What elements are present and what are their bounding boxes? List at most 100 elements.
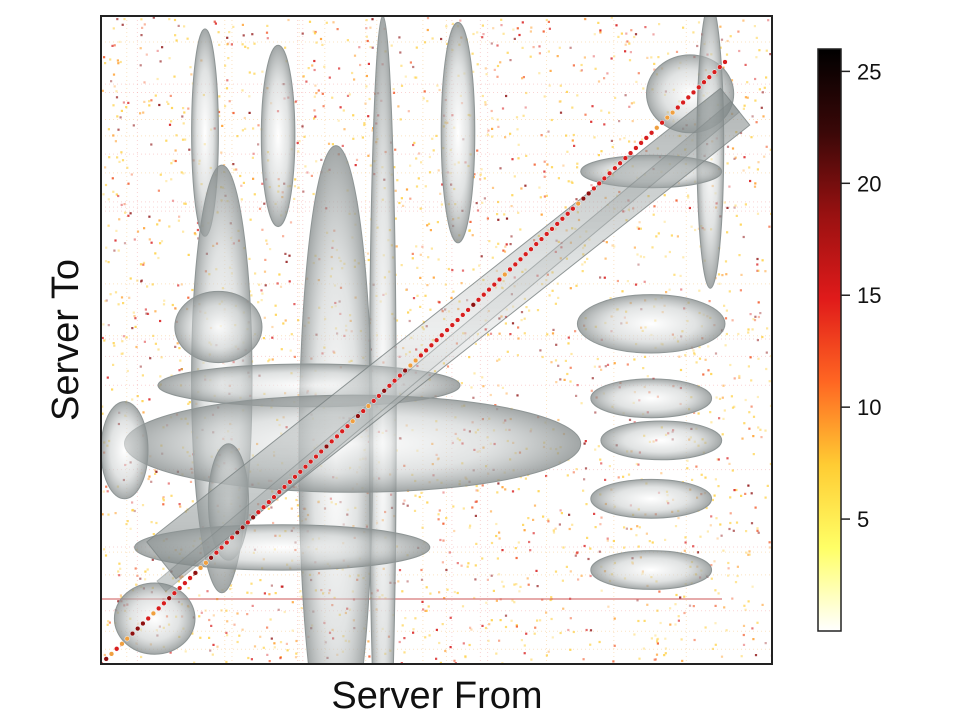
heatmap-cell — [284, 319, 287, 322]
heatmap-cell — [136, 574, 139, 577]
heatmap-cell — [118, 160, 121, 163]
heatmap-cell — [600, 462, 603, 465]
heatmap-cell — [293, 197, 296, 200]
heatmap-cell — [741, 437, 744, 440]
diagonal-point — [344, 423, 351, 429]
heatmap-cell — [728, 527, 731, 531]
heatmap-cell — [241, 89, 244, 92]
heatmap-cell — [524, 477, 527, 480]
diagonal-point — [512, 261, 518, 268]
heatmap-cell — [765, 76, 768, 79]
heatmap-cell — [582, 658, 585, 661]
heatmap-cell — [464, 655, 467, 658]
heatmap-cell — [680, 638, 683, 641]
heatmap-cell — [609, 297, 612, 300]
heatmap-cell — [600, 109, 603, 112]
heatmap-cell — [549, 598, 552, 602]
heatmap-cell — [417, 177, 420, 180]
heatmap-cell — [745, 530, 748, 533]
heatmap-cell — [496, 118, 499, 121]
heatmap-cell — [723, 606, 726, 609]
heatmap-cell — [476, 31, 479, 34]
heatmap-cell — [146, 285, 149, 288]
heatmap-cell — [495, 522, 498, 526]
heatmap-cell — [106, 490, 109, 493]
heatmap-cell — [486, 133, 489, 136]
heatmap-cell — [117, 600, 120, 603]
heatmap-cell — [337, 119, 340, 122]
heatmap-cell — [266, 626, 269, 629]
heatmap-cell — [363, 123, 366, 127]
heatmap-cell — [498, 531, 501, 534]
heatmap-cell — [130, 173, 133, 176]
heatmap-cell — [122, 302, 125, 305]
heatmap-cell — [616, 279, 619, 283]
heatmap-cell — [585, 628, 588, 632]
heatmap-cell — [758, 88, 761, 91]
diagonal-point — [423, 347, 429, 354]
heatmap-cell — [665, 291, 668, 294]
cluster-ellipse — [590, 550, 713, 590]
heatmap-cell — [170, 178, 173, 181]
heatmap-cell — [626, 40, 629, 43]
heatmap-cell — [274, 304, 277, 307]
heatmap-cell — [496, 491, 499, 494]
heatmap-cell — [491, 127, 494, 130]
heatmap-cell — [120, 596, 123, 599]
heatmap-cell — [727, 561, 730, 565]
heatmap-cell — [503, 250, 507, 253]
heatmap-cell — [121, 159, 125, 162]
heatmap-cell — [543, 160, 546, 163]
diagonal-points — [101, 59, 728, 664]
heatmap-cell — [481, 24, 484, 27]
heatmap-cell — [637, 227, 640, 230]
heatmap-cell — [496, 359, 499, 362]
heatmap-cell — [554, 570, 558, 573]
cluster-ellipse — [590, 478, 713, 519]
heatmap-cell — [136, 279, 139, 282]
heatmap-cell — [484, 101, 487, 104]
heatmap-cell — [582, 489, 585, 492]
heatmap-cell — [150, 521, 153, 524]
heatmap-cell — [322, 105, 325, 108]
heatmap-cell — [536, 619, 539, 622]
heatmap-cell — [764, 642, 767, 645]
heatmap-cell — [745, 551, 748, 554]
heatmap-cell — [554, 359, 558, 362]
diagonal-point — [454, 317, 461, 323]
heatmap-cell — [743, 422, 746, 425]
heatmap-cell — [263, 202, 266, 205]
heatmap-cell — [401, 590, 404, 593]
heatmap-cell — [143, 340, 146, 343]
heatmap-cell — [159, 319, 162, 323]
diagonal-point — [586, 190, 592, 197]
heatmap-cell — [462, 642, 465, 645]
heatmap-cell — [521, 46, 524, 49]
heatmap-cell — [419, 207, 422, 210]
heatmap-cell — [498, 537, 501, 540]
heatmap-cell — [740, 273, 743, 276]
heatmap-cell — [415, 245, 418, 248]
heatmap-cell — [304, 165, 307, 168]
heatmap-cell — [266, 37, 269, 40]
heatmap-cell — [759, 428, 762, 431]
heatmap-cell — [613, 55, 616, 58]
heatmap-cell — [735, 521, 739, 524]
heatmap-cell — [746, 81, 749, 84]
heatmap-cell — [266, 24, 269, 27]
heatmap-cell — [485, 601, 488, 604]
heatmap-cell — [426, 224, 429, 227]
heatmap-cell — [526, 577, 529, 580]
heatmap-cell — [438, 88, 441, 92]
heatmap-cell — [469, 524, 472, 527]
heatmap-cell — [477, 489, 480, 492]
heatmap-cell — [151, 283, 154, 286]
heatmap-cell — [698, 357, 702, 360]
heatmap-cell — [159, 375, 162, 378]
heatmap-cell — [421, 600, 424, 603]
diagonal-point — [412, 357, 419, 364]
diagonal-point — [329, 438, 335, 445]
heatmap-cell — [714, 352, 718, 355]
heatmap-cell — [717, 485, 720, 488]
heatmap-cell — [598, 365, 601, 368]
